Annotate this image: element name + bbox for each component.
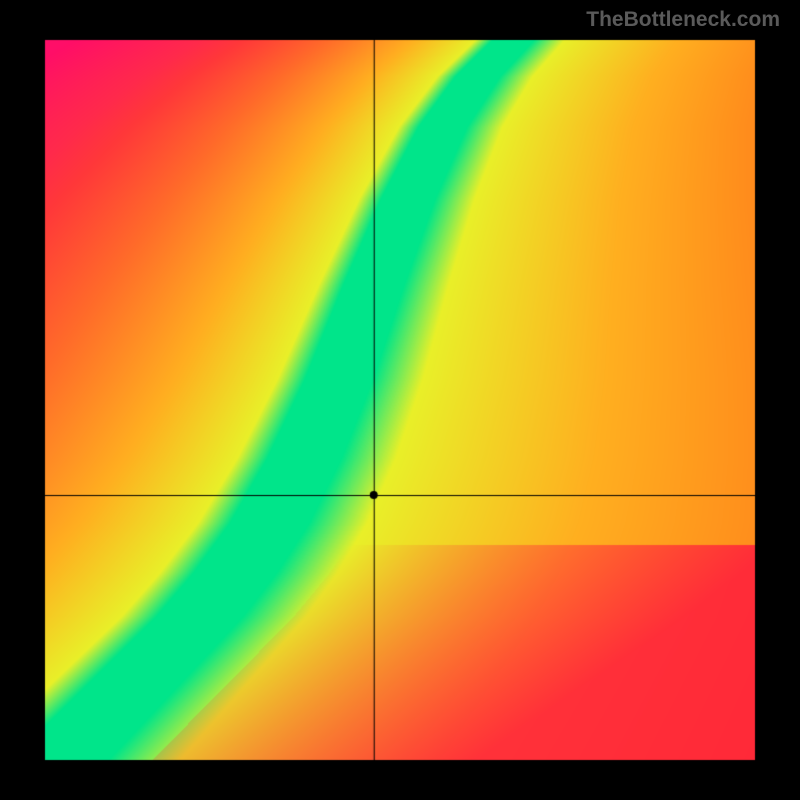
watermark-text: TheBottleneck.com: [586, 8, 780, 32]
heatmap-canvas: [0, 0, 800, 800]
chart-container: TheBottleneck.com: [0, 0, 800, 800]
